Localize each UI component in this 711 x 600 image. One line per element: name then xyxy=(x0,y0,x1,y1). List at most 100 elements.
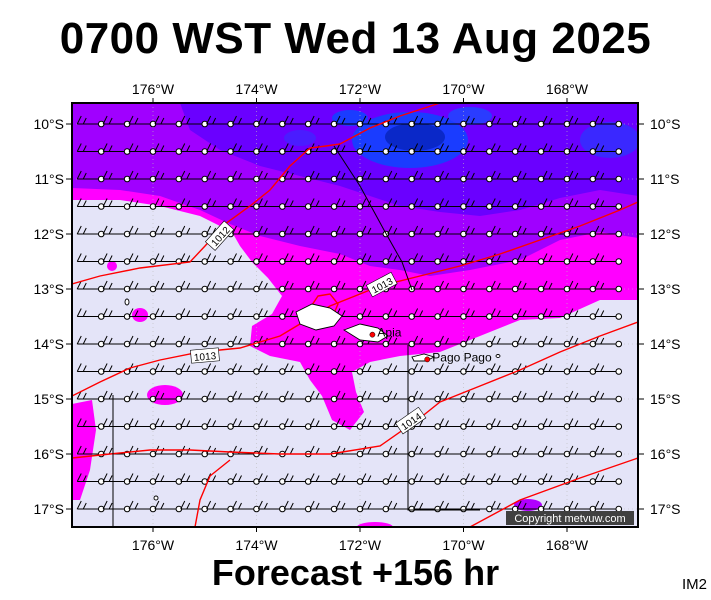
wind-barb xyxy=(232,280,260,293)
wind-barb xyxy=(309,280,338,293)
wind-barb xyxy=(568,335,597,348)
wind-barb xyxy=(387,225,416,238)
longitude-label: 170°W xyxy=(442,81,485,97)
precip-blue-core-6 xyxy=(284,130,316,146)
wind-barb xyxy=(594,390,623,403)
wind-barb xyxy=(594,253,623,265)
wind-barb xyxy=(439,170,467,183)
wind-barb xyxy=(102,308,131,320)
city-marker xyxy=(369,331,376,338)
wind-barb xyxy=(594,308,623,320)
wind-barb xyxy=(568,143,597,155)
wind-barb xyxy=(568,363,597,375)
wind-barb xyxy=(568,253,597,265)
wind-barb xyxy=(102,500,131,513)
latitude-label: 17°S xyxy=(33,501,64,517)
wind-barb xyxy=(542,170,571,183)
wind-barb xyxy=(594,335,623,348)
wind-barb xyxy=(568,280,597,293)
wind-barb xyxy=(464,390,493,403)
wind-barb xyxy=(180,500,209,513)
wind-barb xyxy=(102,335,131,348)
longitude-label: 176°W xyxy=(132,537,175,553)
wind-barb xyxy=(128,473,157,485)
wind-barb xyxy=(232,143,260,155)
latitude-labels-left: 10°S 11°S 12°S 13°S 14°S 15°S 16°S 17°S xyxy=(33,116,72,517)
copyright-box xyxy=(506,511,634,525)
wind-barb xyxy=(154,198,183,210)
wind-barb xyxy=(439,225,467,238)
wind-barb xyxy=(568,170,597,183)
wind-barb xyxy=(232,308,260,320)
wind-barb xyxy=(232,115,260,128)
isobar-1014 xyxy=(72,321,638,459)
wind-barb xyxy=(180,115,209,128)
isobar-label: 1013 xyxy=(194,351,218,364)
map-title: 0700 WST Wed 13 Aug 2025 xyxy=(59,14,652,63)
wind-barb xyxy=(594,445,623,458)
wind-barb xyxy=(128,253,157,265)
longitude-labels-top: 176°W 174°W 172°W 170°W 168°W xyxy=(132,81,589,103)
longitude-labels-bottom: 176°W 174°W 172°W 170°W 168°W xyxy=(132,527,589,553)
city-label: Apia xyxy=(377,326,401,340)
wind-barb xyxy=(464,308,493,320)
wind-barb xyxy=(180,390,209,403)
forecast-hour: Forecast +156 hr xyxy=(211,552,500,593)
wind-barb xyxy=(542,390,571,403)
wind-barb xyxy=(464,445,493,458)
wind-barb xyxy=(257,198,286,210)
wind-barb xyxy=(102,253,131,265)
wind-barb xyxy=(309,198,338,210)
wind-barb xyxy=(413,308,441,320)
latitude-label: 13°S xyxy=(650,281,681,297)
wind-barb xyxy=(464,335,493,348)
precip-blue-core-5 xyxy=(448,107,492,125)
wind-barb xyxy=(206,198,234,210)
wind-barb xyxy=(128,115,157,128)
wind-barb xyxy=(516,335,545,348)
wind-barb xyxy=(102,225,131,238)
wind-barb xyxy=(413,390,441,403)
wind-barb xyxy=(413,143,441,155)
wind-barb xyxy=(76,198,105,210)
islet xyxy=(124,298,130,306)
latitude-label: 11°S xyxy=(650,171,679,187)
wind-barb xyxy=(413,253,441,265)
latitude-label: 10°S xyxy=(650,116,681,132)
wind-barb xyxy=(594,473,623,485)
wind-barb xyxy=(102,418,131,430)
places: Apia Pago Pago xyxy=(369,326,492,364)
wind-barbs xyxy=(76,115,623,513)
latitude-label: 16°S xyxy=(33,446,64,462)
wind-barb xyxy=(128,170,157,183)
latitude-label: 14°S xyxy=(650,336,681,352)
wind-barb xyxy=(490,170,519,183)
latitude-label: 15°S xyxy=(650,391,681,407)
wind-barb xyxy=(568,473,597,485)
wind-barb xyxy=(387,198,416,210)
wind-barb xyxy=(232,198,260,210)
wind-barb xyxy=(594,363,623,375)
wind-barb xyxy=(283,363,312,375)
wind-barb xyxy=(490,308,519,320)
wind-barb xyxy=(361,308,390,320)
wind-barb xyxy=(439,390,467,403)
wind-barb xyxy=(387,170,416,183)
wind-barb xyxy=(490,115,519,128)
wind-barb xyxy=(232,363,260,375)
wind-barb xyxy=(180,280,209,293)
wind-barb xyxy=(335,390,364,403)
wind-barb xyxy=(154,143,183,155)
latitude-label: 12°S xyxy=(33,226,64,242)
wind-barb xyxy=(542,500,571,513)
latitude-label: 10°S xyxy=(33,116,64,132)
wind-barb xyxy=(232,170,260,183)
wind-barb xyxy=(594,280,623,293)
wind-barb xyxy=(206,418,234,430)
wind-barb xyxy=(387,308,416,320)
wind-barb xyxy=(283,418,312,430)
wind-barb xyxy=(206,390,234,403)
wind-barb xyxy=(439,115,467,128)
wind-barb xyxy=(594,115,623,128)
